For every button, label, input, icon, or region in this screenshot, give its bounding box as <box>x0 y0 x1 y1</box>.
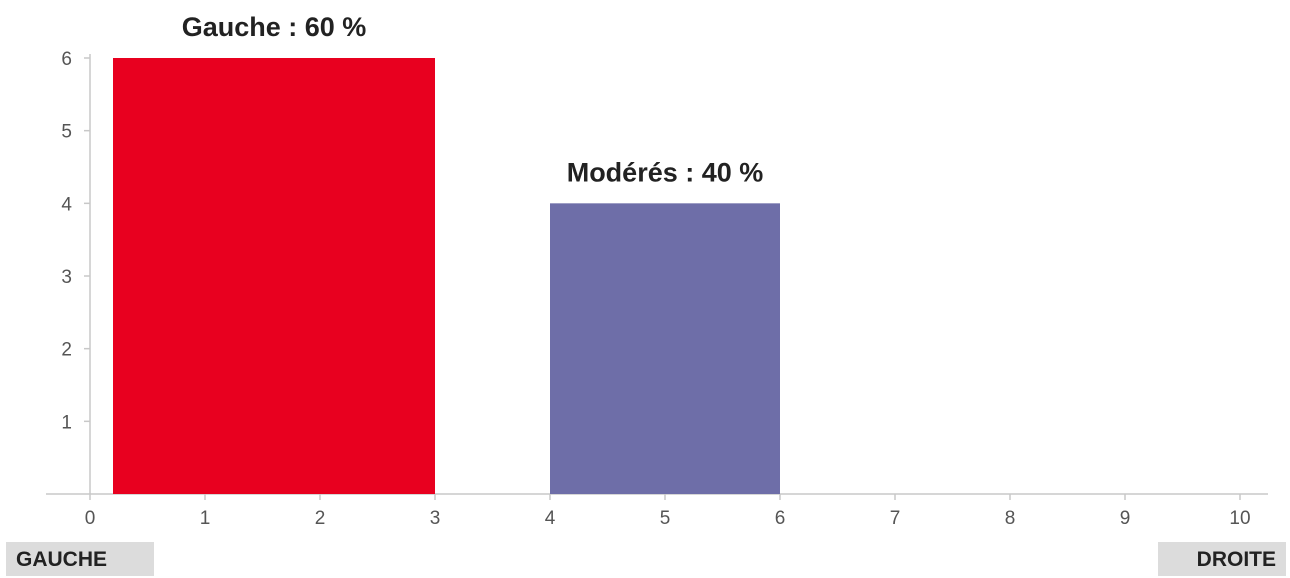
x-tick-label: 8 <box>1005 508 1016 529</box>
y-tick-label: 5 <box>61 122 72 143</box>
x-tick-label: 2 <box>315 508 326 529</box>
x-tick-label: 9 <box>1120 508 1131 529</box>
y-axis: 1 2 3 4 5 6 <box>61 49 91 494</box>
x-tick-label: 1 <box>200 508 211 529</box>
bar-2 <box>550 203 780 495</box>
y-tick-label: 2 <box>61 340 72 361</box>
bar-labels: Gauche : 60 % Modérés : 40 % <box>182 12 764 187</box>
axis-end-label-left: GAUCHE <box>6 542 154 576</box>
y-tick-label: 4 <box>61 194 72 215</box>
x-tick-label: 5 <box>660 508 671 529</box>
x-axis: 0 1 2 3 4 5 6 7 8 9 10 <box>46 493 1268 529</box>
y-tick-label: 1 <box>61 412 72 433</box>
x-tick-label: 4 <box>545 508 556 529</box>
x-tick-label: 10 <box>1229 508 1250 529</box>
y-tick-label: 3 <box>61 267 72 288</box>
y-tick-label: 6 <box>61 49 72 70</box>
x-tick-label: 6 <box>775 508 786 529</box>
bar-label-2: Modérés : 40 % <box>567 157 764 187</box>
x-tick-label: 3 <box>430 508 441 529</box>
bar-1 <box>113 58 435 494</box>
x-tick-label: 7 <box>890 508 901 529</box>
bars <box>113 58 780 495</box>
axis-end-label-right: DROITE <box>1158 542 1286 576</box>
x-tick-label: 0 <box>85 508 96 529</box>
bar-label-1: Gauche : 60 % <box>182 12 367 42</box>
